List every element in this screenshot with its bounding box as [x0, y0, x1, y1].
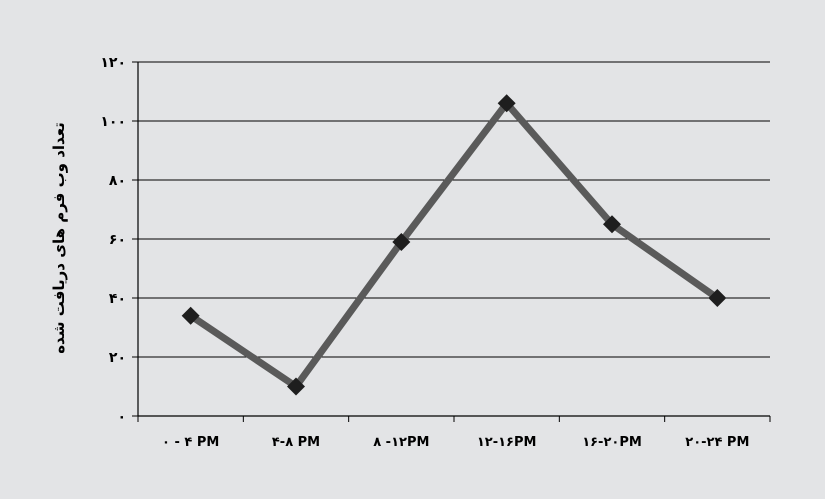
data-point-marker: [181, 306, 200, 325]
data-point-marker: [497, 94, 516, 113]
y-tick-label: ۶۰: [109, 232, 126, 248]
y-tick-label: ۲۰: [109, 350, 126, 366]
y-tick-label: ۱۲۰: [100, 55, 126, 71]
data-point-marker: [603, 215, 621, 234]
x-tick-label: ۰ - ۴ PM: [162, 435, 219, 450]
gridlines: [138, 61, 770, 358]
series: [187, 99, 721, 390]
x-tick-label: ۱۶-۲۰PM: [582, 435, 642, 450]
series-line: [187, 99, 721, 390]
x-tick-label: ۴-۸ PM: [272, 435, 320, 450]
data-point-marker: [708, 289, 727, 307]
x-tick-label: ۸ -۱۲PM: [373, 435, 429, 450]
x-tick-labels: ۰ - ۴ PM ۴-۸ PM ۸ -۱۲PM ۱۲-۱۶PM ۱۶-۲۰PM ۲۰-۲۴…: [162, 435, 749, 450]
data-point-marker: [392, 232, 411, 251]
axes: [132, 61, 771, 422]
markers: [181, 94, 727, 396]
y-tick-label: ۴۰: [109, 291, 126, 307]
y-tick-label: ۸۰: [109, 173, 126, 189]
x-tick-label: ۱۲-۱۶PM: [477, 435, 537, 450]
y-axis-label: تعداد وب فرم های دریافت شده: [50, 122, 68, 354]
y-tick-label: ۰: [117, 409, 126, 425]
y-tick-labels: ۰ ۲۰ ۴۰ ۶۰ ۸۰ ۱۰۰ ۱۲۰: [100, 55, 126, 425]
data-point-marker: [287, 377, 305, 396]
y-tick-label: ۱۰۰: [100, 114, 126, 130]
x-tick-label: ۲۰-۲۴ PM: [685, 435, 749, 450]
